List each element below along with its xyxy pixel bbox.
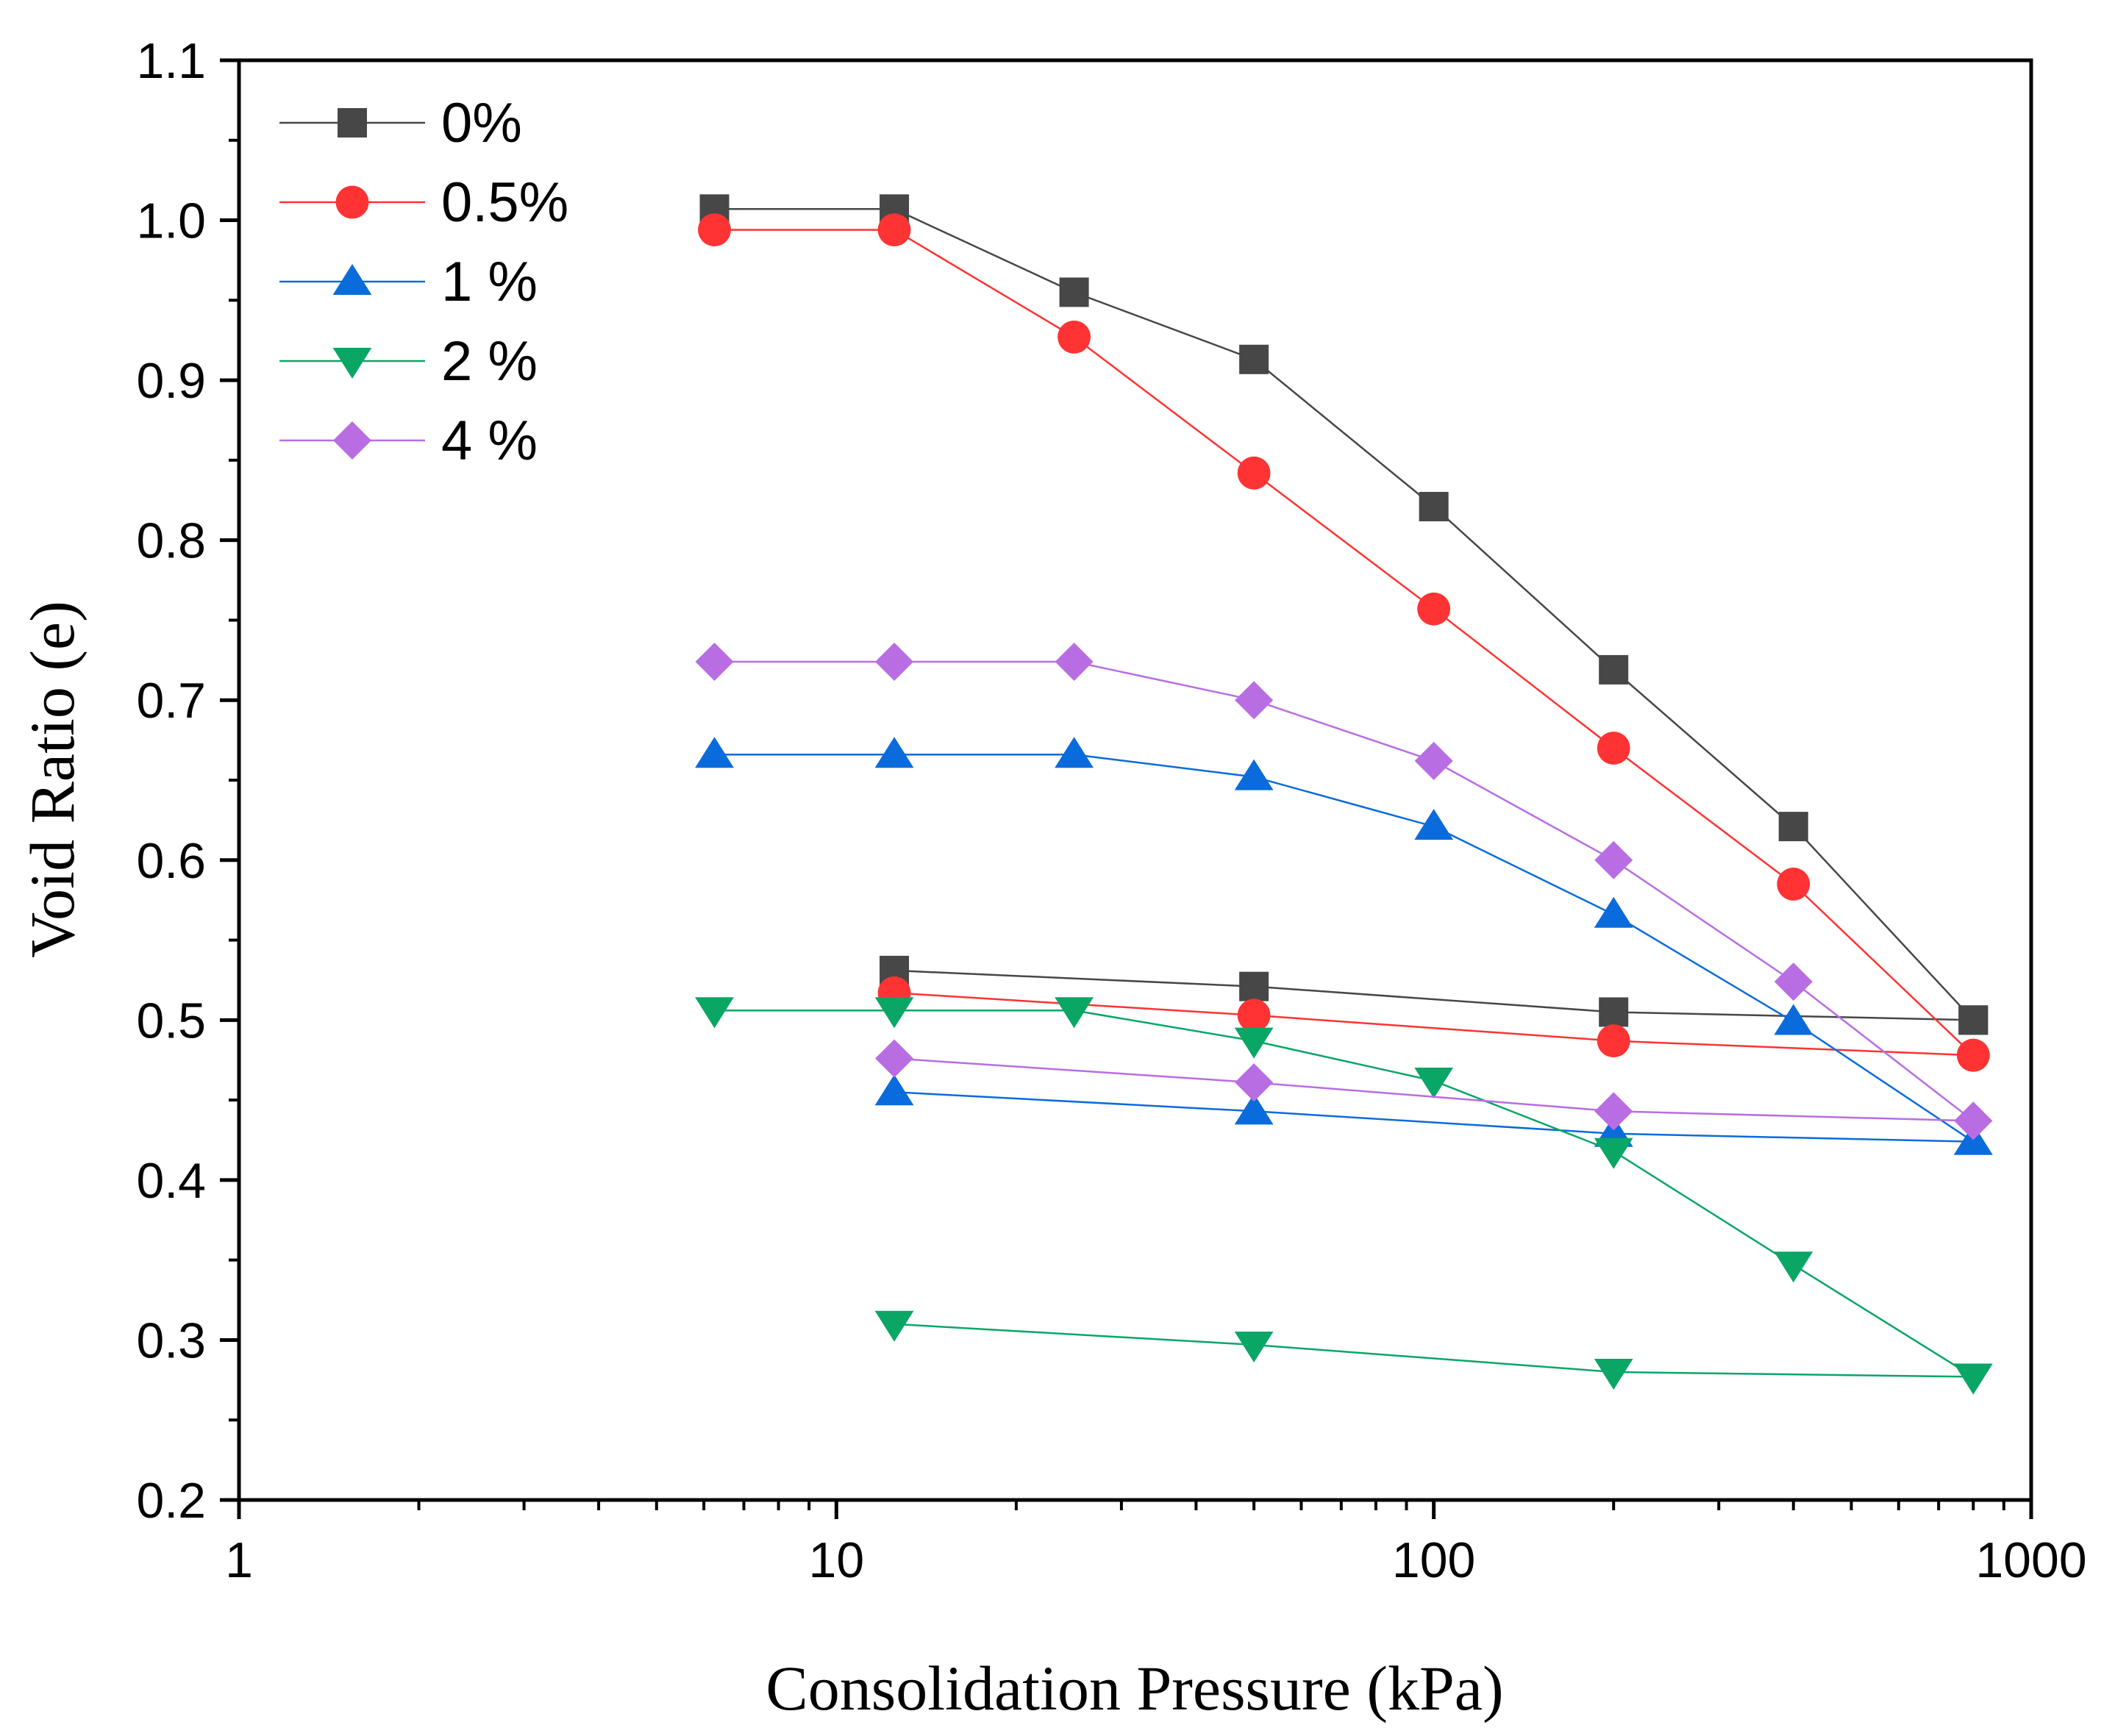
legend: 0% 0.5% 1 % 2 % 4 % [279,92,568,472]
legend-label: 0% [441,92,522,154]
data-point [875,643,914,682]
x-tick-label: 100 [1392,1532,1475,1588]
legend-item-4: 4 % [279,410,538,472]
data-point [1234,759,1274,790]
series-line-loading [714,208,1975,1021]
data-point [1239,344,1269,374]
axis-tick-labels: 1 10 100 1000 0.2 0.3 0.4 0.5 0.6 0.7 0.8 0.9 1.0 1.1 [136,33,2086,1588]
data-point [1597,732,1630,765]
data-point [1594,1358,1633,1390]
y-tick-label: 1.0 [136,193,206,249]
series-line-loading [714,1010,1974,1378]
data-point [1235,681,1274,720]
legend-label: 0.5% [441,171,568,234]
legend-marker [333,421,371,460]
y-tick-label: 0.8 [136,513,206,569]
data-point [1414,741,1453,780]
legend-label: 1 % [441,251,538,313]
y-tick-label: 0.9 [136,353,206,409]
data-point [1599,997,1629,1027]
data-point [1055,997,1094,1029]
data-point [1234,1331,1274,1362]
data-point [698,213,731,247]
data-point [1774,1004,1813,1035]
data-point [1594,840,1633,879]
series-line-unloading [894,1090,1974,1143]
data-point [1058,320,1091,354]
legend-marker [335,185,369,219]
data-point [1414,1068,1454,1099]
data-point [1234,1093,1274,1125]
data-point [874,997,914,1029]
legend-marker [332,264,372,295]
x-tick-label: 1000 [1975,1532,2086,1588]
data-point [1778,812,1808,842]
y-tick-label: 0.7 [136,673,206,729]
legend-item-0: 0% [279,92,522,154]
legend-label: 4 % [441,410,538,472]
data-point [874,1074,914,1106]
y-tick-label: 0.4 [136,1153,206,1209]
legend-marker [332,348,372,379]
data-point [1235,1063,1274,1102]
x-axis-title: Consolidation Pressure (kPa) [766,1653,1503,1724]
data-point [1414,809,1454,840]
data-point [1417,592,1451,626]
y-tick-label: 0.5 [136,993,206,1049]
data-point [695,643,734,682]
legend-item-2: 1 % [279,251,538,313]
data-point [1777,868,1811,901]
legend-label: 2 % [441,330,538,393]
data-point [695,737,734,768]
data-point [1597,1024,1630,1058]
x-tick-label: 10 [809,1532,865,1588]
plot-frame [237,58,2033,1502]
data-point [1059,277,1089,307]
data-point [1956,1038,1990,1072]
y-tick-label: 0.3 [136,1312,206,1368]
data-point [1774,1251,1813,1283]
data-point [1774,962,1813,1001]
series-line-loading [714,229,1975,1057]
series-4 [695,643,1993,1140]
data-point [1958,1005,1989,1035]
y-tick-label: 0.6 [136,833,206,889]
y-tick-label: 0.2 [136,1473,206,1529]
legend-item-3: 2 % [279,330,538,393]
data-point [1954,1101,1993,1140]
data-point [1419,491,1449,521]
data-point [1234,1027,1274,1059]
data-point [874,1310,914,1342]
data-point [1594,1137,1633,1169]
y-tick-label: 1.1 [136,33,206,89]
data-point [874,737,914,768]
series-line-loading [714,660,1975,1122]
data-point [695,997,734,1029]
legend-item-1: 0.5% [279,171,568,234]
data-point [877,213,911,247]
data-point [1953,1363,1993,1395]
series-3 [695,997,1993,1395]
series-layer [695,194,1993,1395]
data-point [1237,456,1271,490]
data-point [875,1039,914,1078]
data-point [1237,999,1271,1032]
data-point [1239,971,1269,1001]
data-point [1055,643,1094,682]
y-axis-title: Void Ratio (e) [17,601,88,958]
legend-marker [338,108,367,137]
data-point [1055,737,1094,768]
data-point [1594,1092,1633,1131]
data-point [1599,654,1629,685]
series-line-unloading [894,1057,1974,1122]
x-tick-label: 1 [225,1532,253,1588]
series-line-loading [714,753,1974,1143]
series-line-unloading [894,1323,1974,1378]
data-point [1594,896,1633,928]
